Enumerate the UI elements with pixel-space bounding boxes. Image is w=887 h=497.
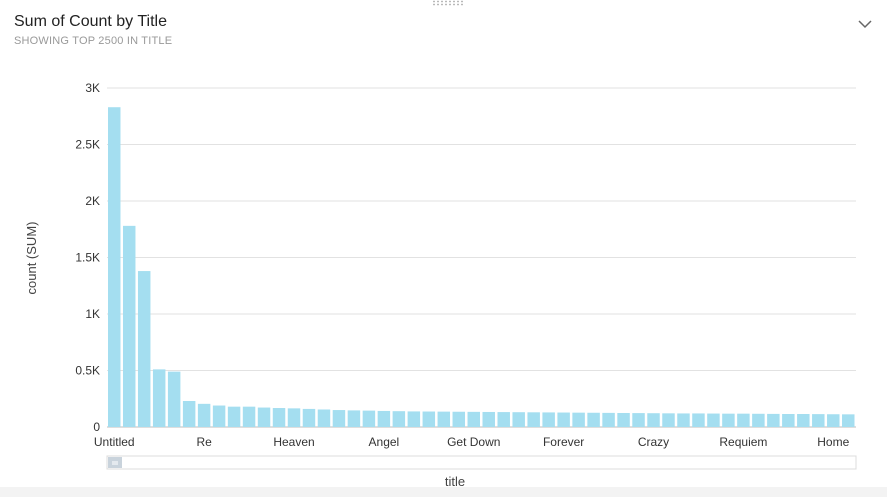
chart-subtitle: SHOWING TOP 2500 IN TITLE [14, 35, 173, 47]
bar[interactable] [737, 413, 750, 427]
bar[interactable] [782, 414, 795, 427]
bar[interactable] [617, 412, 630, 427]
bar[interactable] [707, 413, 720, 427]
y-tick-label: 3K [85, 81, 100, 95]
bar[interactable] [422, 411, 436, 427]
bar[interactable] [152, 369, 166, 427]
y-tick-label: 1.5K [75, 251, 100, 265]
bar[interactable] [212, 405, 226, 427]
bar[interactable] [587, 412, 600, 427]
bar[interactable] [602, 412, 615, 428]
bar[interactable] [242, 406, 256, 427]
bar[interactable] [392, 411, 406, 427]
bar[interactable] [632, 413, 645, 427]
y-tick-labels: 0 0.5K 1K 1.5K 2K 2.5K 3K [75, 81, 100, 434]
bar[interactable] [647, 413, 660, 427]
bar[interactable] [167, 371, 181, 427]
bar[interactable] [197, 403, 211, 427]
bar[interactable] [512, 412, 525, 427]
bar[interactable] [662, 413, 675, 427]
bar[interactable] [437, 411, 451, 427]
bar[interactable] [257, 407, 271, 427]
x-tick-label: Re [196, 435, 212, 449]
bar[interactable] [272, 408, 286, 427]
bar[interactable] [302, 408, 316, 427]
bar[interactable] [572, 412, 585, 427]
bar[interactable] [752, 413, 765, 427]
bar[interactable] [452, 411, 466, 427]
x-tick-label: Forever [543, 435, 584, 449]
x-tick-label: Heaven [273, 435, 314, 449]
x-tick-label: Angel [369, 435, 400, 449]
y-tick-label: 0.5K [75, 364, 100, 378]
bar[interactable] [182, 401, 196, 427]
bar[interactable] [317, 409, 331, 427]
bar[interactable] [362, 410, 376, 427]
bar[interactable] [407, 411, 421, 427]
y-tick-label: 0 [93, 420, 100, 434]
bar[interactable] [497, 412, 510, 427]
bar[interactable] [332, 410, 346, 427]
bar[interactable] [482, 411, 495, 427]
x-tick-label: Crazy [638, 435, 669, 449]
bar[interactable] [227, 406, 241, 427]
bottom-strip [0, 487, 887, 497]
chevron-down-icon[interactable] [857, 18, 873, 30]
x-axis-title: title [445, 474, 465, 489]
y-tick-label: 2K [85, 194, 100, 208]
bar[interactable] [797, 414, 810, 427]
y-axis-title: count (SUM) [24, 222, 39, 295]
bar[interactable] [137, 271, 151, 427]
chart-title: Sum of Count by Title [14, 13, 167, 30]
bar[interactable] [287, 408, 301, 427]
gridlines [107, 87, 856, 428]
x-tick-label: Requiem [719, 435, 767, 449]
bar[interactable] [722, 413, 735, 427]
bar[interactable] [557, 412, 570, 427]
scroll-track[interactable] [106, 455, 857, 470]
bar[interactable] [108, 107, 121, 428]
bar[interactable] [542, 412, 555, 427]
y-tick-label: 2.5K [75, 138, 100, 152]
bar[interactable] [767, 413, 780, 427]
bar[interactable] [347, 410, 361, 427]
bar[interactable] [827, 414, 840, 427]
bar[interactable] [812, 414, 825, 427]
x-tick-label: Untitled [94, 435, 135, 449]
bar[interactable] [377, 410, 391, 427]
bar[interactable] [677, 413, 690, 427]
bar[interactable] [692, 413, 705, 427]
drag-handle[interactable] [432, 0, 464, 6]
x-tick-label: Home [817, 435, 849, 449]
bar[interactable] [842, 414, 855, 427]
bar[interactable] [122, 225, 136, 427]
x-tick-label: Get Down [447, 435, 500, 449]
bar[interactable] [467, 411, 480, 427]
y-tick-label: 1K [85, 307, 100, 321]
bar[interactable] [527, 412, 540, 427]
x-tick-labels: Untitled Re Heaven Angel Get Down Forever Craz… [94, 435, 850, 449]
bars [108, 107, 855, 428]
